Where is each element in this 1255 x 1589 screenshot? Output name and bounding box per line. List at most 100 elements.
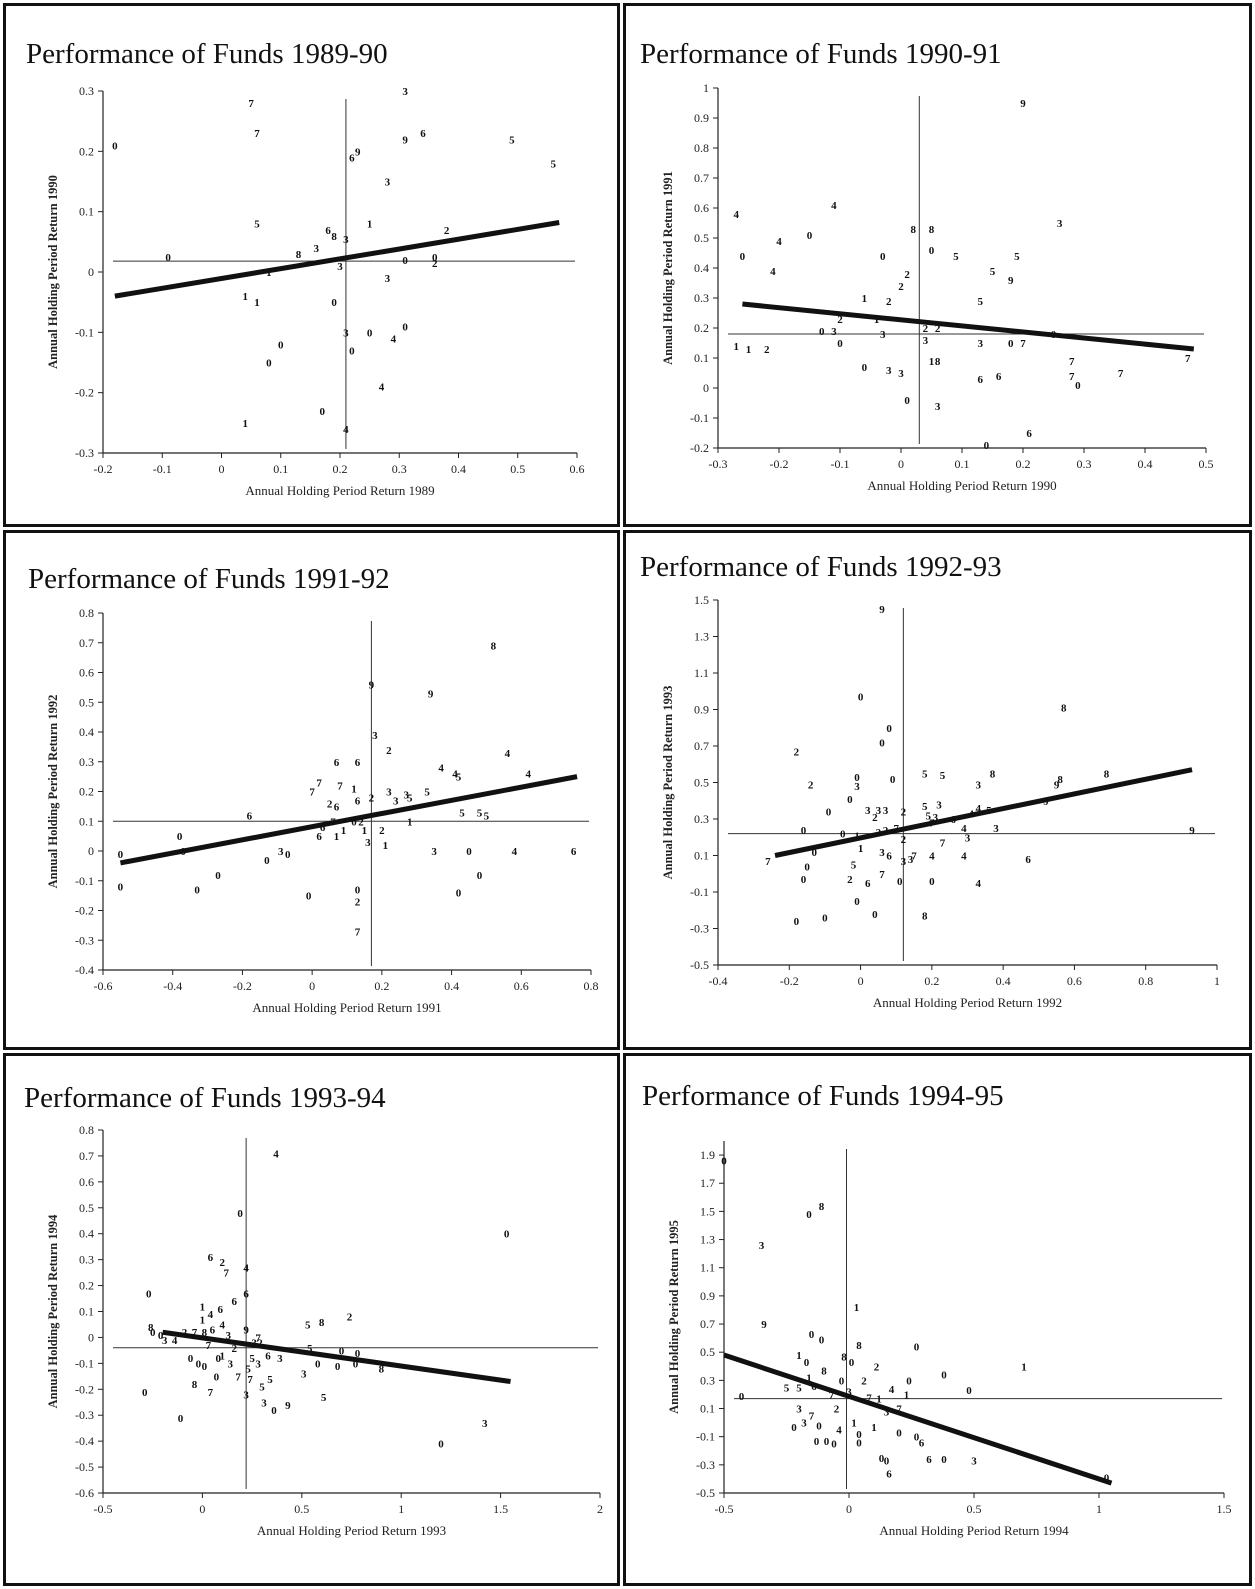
- data-point: 0: [941, 1454, 947, 1466]
- data-point: 8: [929, 224, 935, 236]
- data-point: 0: [791, 1422, 797, 1434]
- data-point: 0: [214, 1371, 220, 1383]
- data-point: 8: [910, 224, 916, 236]
- data-point: 0: [809, 1329, 815, 1341]
- chart-panel-1990-91: Performance of Funds 1990-91 -0.2 -0.1 0 0.…: [623, 3, 1252, 527]
- data-point: 0: [504, 1229, 510, 1241]
- data-point: 3: [879, 847, 885, 859]
- data-point: 0: [319, 406, 325, 418]
- data-point: 0: [432, 252, 438, 264]
- x-tick-label: 0.8: [584, 979, 599, 993]
- data-point: 7: [866, 1392, 872, 1404]
- y-tick-label: -0.5: [75, 1460, 94, 1474]
- data-point: 8: [819, 1201, 825, 1213]
- data-point: 0: [801, 825, 807, 837]
- data-point: 0: [264, 855, 270, 867]
- data-point: 6: [316, 831, 322, 843]
- y-tick-label: 1.5: [694, 593, 709, 607]
- y-tick-label: 0.3: [694, 812, 709, 826]
- data-point: 1: [242, 291, 248, 303]
- data-point: 3: [402, 86, 408, 98]
- x-tick-label: -0.2: [233, 979, 252, 993]
- y-tick-label: -0.3: [75, 933, 94, 947]
- data-point: 7: [1118, 368, 1124, 380]
- data-point: 5: [926, 810, 932, 822]
- data-point: 7: [355, 926, 361, 938]
- data-point: 4: [929, 851, 935, 863]
- data-point: 1: [341, 825, 347, 837]
- data-point: 0: [929, 245, 935, 257]
- chart-panel-1994-95: Performance of Funds 1994-95 -0.5 -0.3 -0.…: [623, 1053, 1252, 1586]
- data-point: 0: [278, 339, 284, 351]
- x-tick-label: 0.2: [333, 462, 348, 476]
- data-point: 0: [914, 1432, 920, 1444]
- x-tick-label: 0.4: [996, 974, 1011, 988]
- data-point: 0: [188, 1353, 194, 1365]
- y-tick-label: 0.7: [694, 739, 709, 753]
- x-tick-label: 0.3: [1077, 457, 1092, 471]
- data-point: 4: [220, 1319, 226, 1331]
- x-tick-label: 0.1: [273, 462, 288, 476]
- data-point: 1: [876, 1394, 882, 1406]
- data-point: 2: [834, 1404, 840, 1416]
- y-axis-label: Annual Holding Period Return 1995: [667, 1220, 681, 1414]
- data-point: 5: [456, 772, 462, 784]
- y-tick-label: -0.1: [75, 1356, 94, 1370]
- data-point: 0: [118, 849, 124, 861]
- data-point: 3: [372, 730, 378, 742]
- data-point: 0: [804, 861, 810, 873]
- y-tick-label: -0.1: [690, 885, 709, 899]
- data-point: 7: [893, 823, 899, 835]
- data-point: 2: [808, 779, 814, 791]
- data-point: 3: [933, 812, 939, 824]
- data-point: 2: [369, 792, 375, 804]
- data-point: 3: [343, 234, 349, 246]
- data-point: 7: [879, 869, 885, 881]
- data-point: 5: [321, 1392, 327, 1404]
- y-tick-label: 0.8: [79, 606, 94, 620]
- data-point: 4: [889, 1384, 895, 1396]
- data-point: 1: [200, 1301, 206, 1313]
- data-point: 5: [407, 792, 413, 804]
- data-point: 6: [247, 810, 253, 822]
- data-point: 0: [794, 916, 800, 928]
- data-point: 6: [325, 225, 331, 237]
- data-point: 5: [978, 296, 984, 308]
- data-point: 0: [196, 1358, 202, 1370]
- data-point: 2: [182, 1327, 188, 1339]
- x-tick-label: 0.5: [294, 1502, 309, 1516]
- data-point: 0: [929, 876, 935, 888]
- x-tick-label: -0.3: [709, 457, 728, 471]
- data-point: 1: [242, 418, 248, 430]
- data-point: 0: [178, 1413, 184, 1425]
- data-point: 7: [192, 1327, 198, 1339]
- data-point: 3: [935, 401, 941, 413]
- data-point: 0: [811, 847, 817, 859]
- data-point: 2: [794, 746, 800, 758]
- y-tick-label: -0.5: [696, 1486, 715, 1500]
- data-point: 1: [858, 843, 864, 855]
- x-axis-label: Annual Holding Period Return 1990: [867, 478, 1056, 493]
- data-point: 1: [871, 1422, 877, 1434]
- data-point: 2: [837, 314, 843, 326]
- x-tick-label: 0.5: [1199, 457, 1214, 471]
- y-tick-label: 0.1: [694, 849, 709, 863]
- data-point: 0: [177, 831, 183, 843]
- data-point: 8: [491, 641, 497, 653]
- x-tick-label: 0.6: [1067, 974, 1082, 988]
- y-tick-label: 0.2: [79, 785, 94, 799]
- x-tick-label: -0.1: [831, 457, 850, 471]
- data-point: 1: [407, 816, 413, 828]
- x-tick-label: 0.1: [955, 457, 970, 471]
- y-tick-label: -0.1: [696, 1430, 715, 1444]
- data-point: 0: [456, 888, 462, 900]
- y-tick-label: 1: [703, 81, 709, 95]
- data-point: 0: [335, 1361, 341, 1373]
- data-point: 7: [248, 98, 254, 110]
- y-axis-label: Annual Holding Period Return 1993: [661, 686, 675, 880]
- scatter-plot: -0.6-0.5-0.4-0.3-0.2-0.100.10.20.30.40.5…: [46, 1123, 603, 1538]
- x-tick-label: -0.4: [163, 979, 182, 993]
- x-tick-label: 2: [597, 1502, 603, 1516]
- y-tick-label: 0.3: [79, 84, 94, 98]
